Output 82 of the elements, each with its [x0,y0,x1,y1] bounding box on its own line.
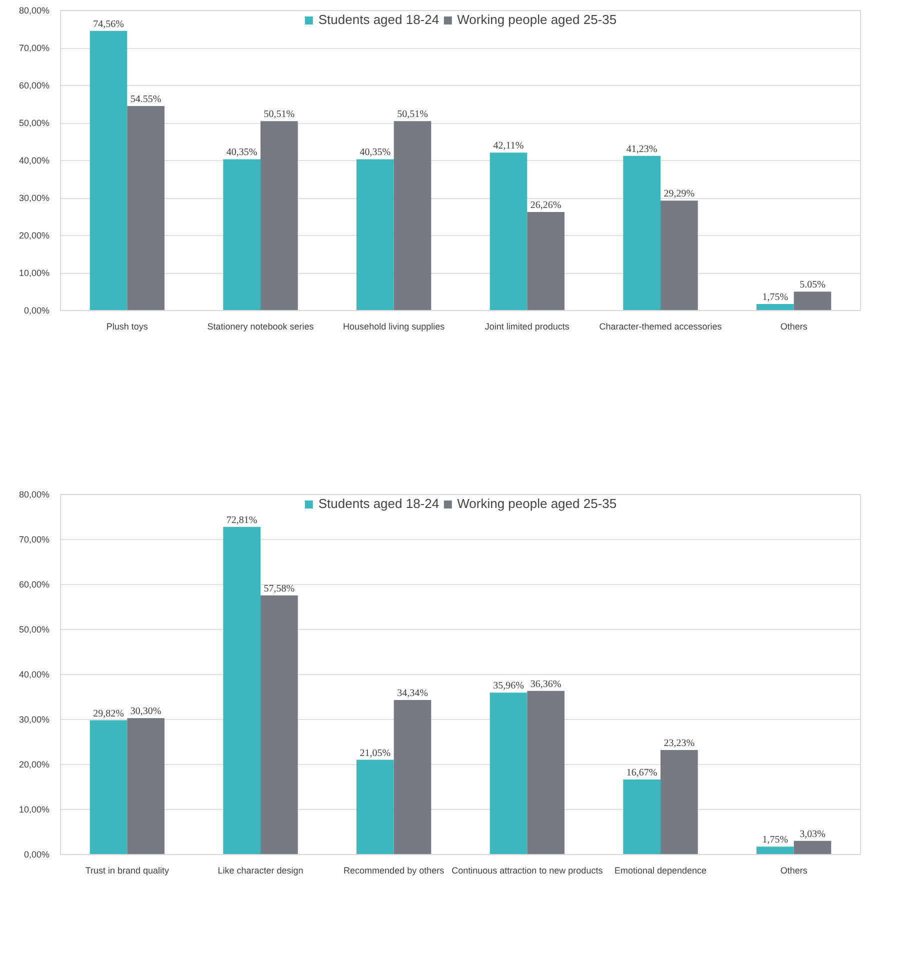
data-label: 34,34% [397,688,428,699]
y-tick-label: 80,00% [18,6,50,16]
x-tick-label: Joint limited products [484,322,570,332]
x-tick-label: Emotional dependence [614,866,707,876]
data-label: 3,03% [800,828,826,840]
bar [90,720,128,854]
data-label: 50,51% [264,109,295,120]
data-label: 42,11% [493,140,524,152]
data-label: 57,58% [264,583,295,594]
x-tick-label: Like character design [218,866,304,876]
data-label: 23,23% [664,738,695,749]
y-tick-label: 30,00% [18,714,50,724]
bar [260,595,298,854]
x-tick-label: Stationery notebook series [207,322,314,332]
y-tick-label: 30,00% [18,193,50,203]
y-tick-label: 60,00% [18,580,50,590]
data-label: 5.05% [800,280,826,291]
x-tick-label: Continuous attraction to new products [452,866,604,876]
data-label: 16,67% [626,767,658,778]
y-tick-label: 10,00% [18,268,50,278]
legend-label: Working people aged 25-35 [457,496,617,511]
bar [660,200,698,310]
data-label: 72,81% [226,514,258,526]
legend-label: Working people aged 25-35 [457,12,617,27]
y-tick-label: 0,00% [24,850,50,860]
y-tick-label: 70,00% [18,534,50,544]
bar [623,156,660,310]
data-label: 29,82% [93,708,124,720]
x-tick-label: Trust in brand quality [85,866,170,876]
bar [660,750,698,854]
bar [127,106,164,310]
bar [260,121,298,310]
data-label: 35,96% [493,680,524,692]
y-tick-label: 40,00% [18,670,50,680]
y-tick-label: 50,00% [18,118,50,128]
y-tick-label: 50,00% [18,624,50,634]
bar [490,692,528,854]
data-label: 1,75% [762,292,788,303]
bar [127,718,164,854]
data-label: 74,56% [93,18,124,30]
y-tick-label: 40,00% [18,156,50,166]
y-tick-label: 10,00% [18,804,50,814]
bar [394,121,432,310]
data-label: 29,29% [664,188,695,200]
bar [527,212,564,310]
x-tick-label: Others [780,322,808,332]
bar [756,846,794,854]
data-label: 21,05% [360,748,391,759]
bar [223,526,260,854]
legend-label: Students aged 18-24 [318,496,440,511]
x-tick-label: Plush toys [106,322,148,332]
bar [223,159,260,310]
bar [90,30,128,310]
bar [490,152,528,310]
x-tick-label: Character-themed accessories [599,322,722,332]
bar [794,840,832,854]
data-label: 30,30% [130,706,162,718]
data-label: 36,36% [530,678,562,690]
y-tick-label: 20,00% [18,230,50,240]
bar [794,292,832,310]
data-label: 40,35% [226,147,258,158]
y-tick-label: 60,00% [18,80,50,90]
bar [623,779,660,854]
bar [756,304,794,310]
x-tick-label: Household living supplies [343,322,446,332]
bar [527,690,564,854]
y-tick-label: 0,00% [24,306,50,316]
x-tick-label: Recommended by others [344,866,445,876]
x-tick-label: Others [780,866,808,876]
data-label: 26,26% [530,200,562,212]
bar [356,760,394,854]
data-label: 40,35% [360,147,391,158]
bar [356,159,394,310]
y-tick-label: 80,00% [18,490,50,500]
data-label: 50,51% [397,109,428,120]
bar [394,700,432,854]
legend-label: Students aged 18-24 [318,12,440,27]
y-tick-label: 20,00% [18,760,50,770]
y-tick-label: 70,00% [18,43,50,53]
data-label: 1,75% [762,834,788,846]
data-label: 54.55% [130,94,162,105]
data-label: 41,23% [626,144,658,155]
